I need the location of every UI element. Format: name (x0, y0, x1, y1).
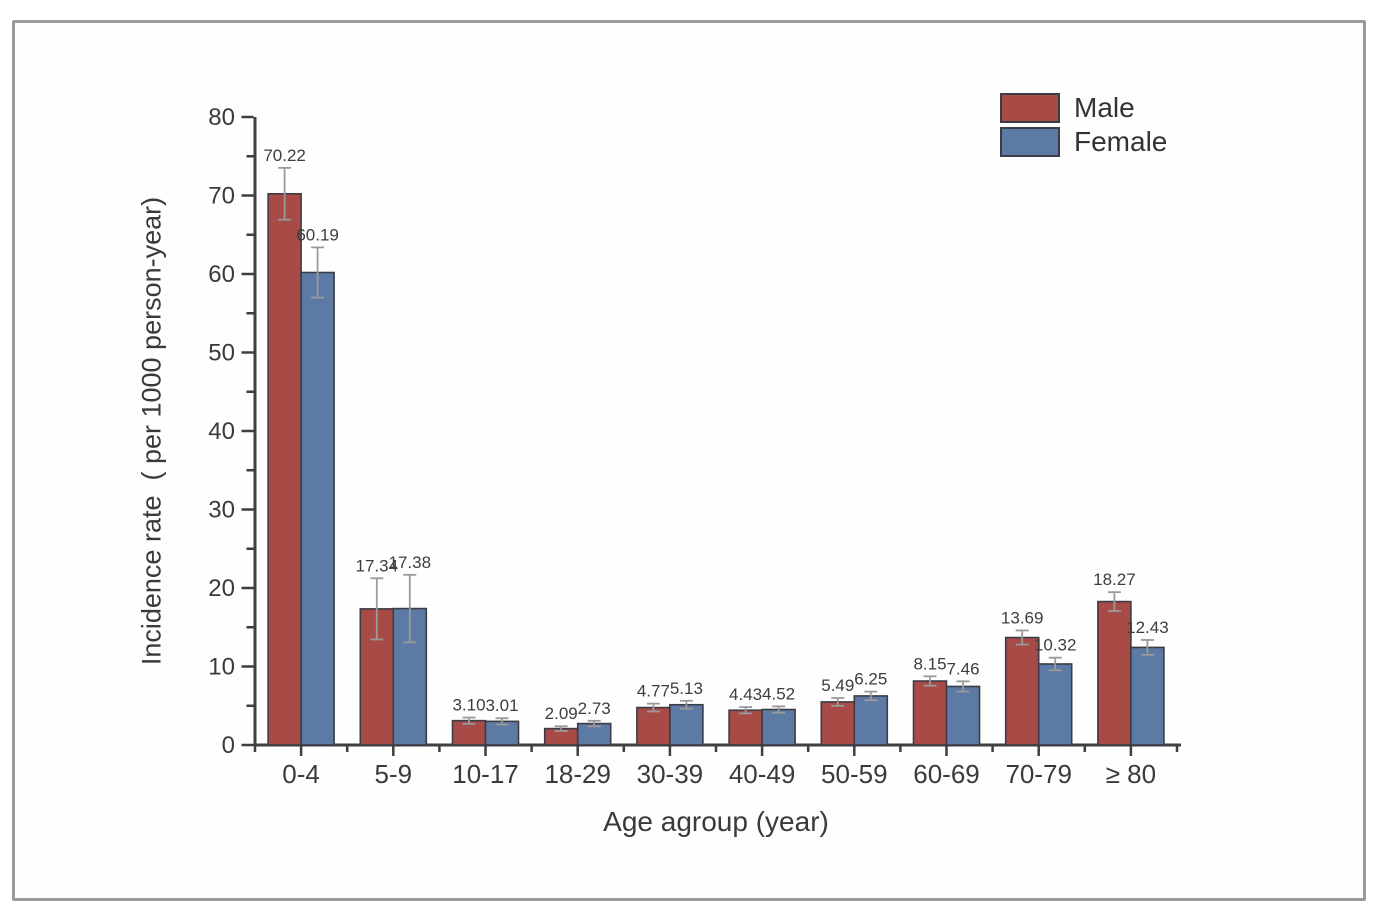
bar-male-70-79 (1004, 636, 1040, 746)
legend-male-label: Male (1074, 92, 1135, 123)
y-tick-label: 60 (208, 261, 235, 288)
legend-male-swatch (1000, 93, 1060, 123)
y-tick-label: 50 (208, 340, 235, 367)
value-label-male-10-17: 3.10 (452, 696, 485, 715)
value-label-male-30-39: 4.77 (637, 682, 670, 701)
x-tick-label: 5-9 (375, 759, 413, 789)
value-label-female-40-49: 4.52 (762, 684, 795, 703)
bar-male-60-69 (912, 680, 948, 746)
y-tick-label: 40 (208, 418, 235, 445)
bar-female-30-39 (669, 703, 704, 746)
value-label-female-30-39: 5.13 (670, 679, 703, 698)
bar-female-70-79 (1037, 663, 1073, 746)
value-label-female-10-17: 3.01 (485, 696, 518, 715)
value-label-male-70-79: 13.69 (1001, 608, 1044, 627)
bar-male-0-4 (267, 192, 302, 746)
bar-female-50-59 (853, 695, 889, 746)
bar-male-50-59 (820, 701, 856, 746)
y-axis-title: Incidence rate ( per 1000 person-year) (136, 196, 167, 666)
legend-row-female: Female (1000, 127, 1167, 157)
value-label-female-18-29: 2.73 (578, 699, 611, 718)
x-tick-label: 40-49 (729, 759, 796, 789)
legend-female-swatch (1000, 127, 1060, 157)
legend-row-male: Male (1000, 93, 1167, 123)
value-label-female-70-79: 10.32 (1034, 636, 1077, 655)
x-tick-label: 30-39 (637, 759, 704, 789)
value-label-male-18-29: 2.09 (545, 704, 578, 723)
value-label-male-0-4: 70.22 (263, 146, 306, 165)
x-tick-label: 10-17 (452, 759, 519, 789)
value-label-male-50-59: 5.49 (821, 676, 854, 695)
bar-female-40-49 (761, 708, 796, 746)
value-label-male-5-9: 17.34 (356, 556, 399, 575)
bar-male-40-49 (728, 709, 763, 746)
value-label-male-40-49: 4.43 (729, 685, 762, 704)
x-tick-label: ≥ 80 (1106, 759, 1156, 789)
value-label-male-≥ 80: 18.27 (1093, 570, 1136, 589)
value-label-female-50-59: 6.25 (854, 670, 887, 689)
value-label-female-0-4: 60.19 (296, 225, 339, 244)
y-tick-label: 10 (208, 654, 235, 681)
legend-female-label: Female (1074, 126, 1168, 157)
chart-frame (12, 20, 1366, 901)
x-tick-label: 70-79 (1005, 759, 1072, 789)
legend: Male Female (1000, 93, 1167, 161)
bar-male-30-39 (636, 706, 671, 746)
bar-female-60-69 (945, 685, 981, 746)
value-label-female-60-69: 7.46 (946, 659, 979, 678)
value-label-male-60-69: 8.15 (913, 654, 946, 673)
y-tick-label: 0 (222, 732, 235, 759)
bar-female-≥ 80 (1130, 646, 1165, 746)
bar-female-0-4 (300, 271, 335, 746)
value-label-female-≥ 80: 12.43 (1126, 618, 1169, 637)
x-tick-label: 50-59 (821, 759, 888, 789)
x-axis-title: Age agroup (year) (603, 806, 829, 837)
y-tick-label: 30 (208, 497, 235, 524)
x-tick-label: 0-4 (282, 759, 320, 789)
y-tick-label: 80 (208, 104, 235, 131)
y-tick-label: 70 (208, 183, 235, 210)
value-label-female-5-9: 17.38 (389, 553, 432, 572)
x-tick-label: 60-69 (913, 759, 980, 789)
y-tick-label: 20 (208, 575, 235, 602)
x-tick-label: 18-29 (544, 759, 611, 789)
